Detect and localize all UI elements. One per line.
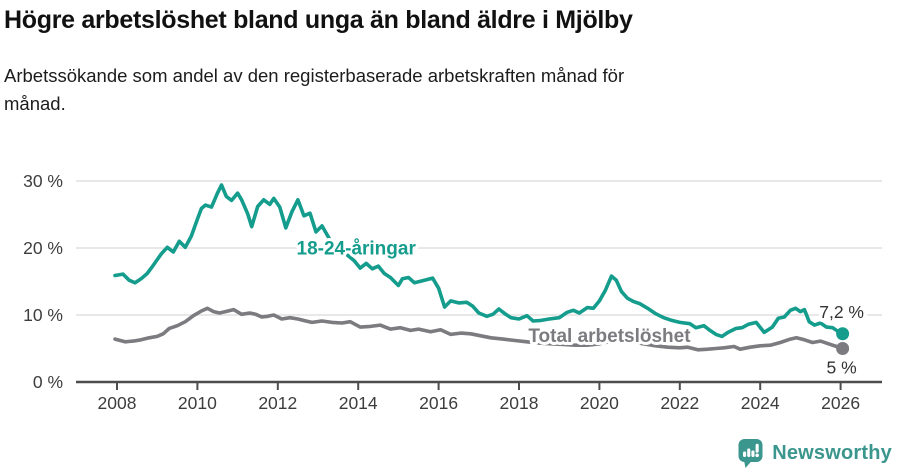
y-axis-label: 10 % [23,305,63,325]
x-axis-label: 2010 [178,393,217,413]
x-axis-label: 2024 [741,393,780,413]
x-axis-label: 2018 [500,393,539,413]
subtitle-line-2: månad. [4,93,66,114]
series-label-total: Total arbetslöshet [528,326,691,347]
unemployment-chart: 0 % 10 % 20 % 30 % 2008 2010 2012 2014 2016 2018 2… [23,171,882,413]
newsworthy-logo[interactable]: Newsworthy [737,438,892,469]
x-axis-label: 2008 [98,393,137,413]
series-line-total [113,306,845,352]
series-line-youth [113,183,845,339]
y-axis-label: 30 % [23,171,63,191]
y-axis-label: 0 % [33,372,63,392]
chart-area: 0 % 10 % 20 % 30 % 2008 2010 2012 2014 2016 2018 2… [0,150,900,434]
end-value-label-total: 5 % [827,358,857,378]
x-axis-label: 2014 [339,393,378,413]
subtitle-line-1: Arbetssökande som andel av den registerb… [4,65,625,86]
newsworthy-brand: Newsworthy [772,442,892,464]
series-label-youth: 18-24-åringar [297,238,417,259]
series-endpoint-dot [836,327,850,341]
end-value-label-youth: 7,2 % [819,302,864,322]
x-axis-label: 2026 [821,393,860,413]
x-axis-label: 2020 [580,393,619,413]
x-axis-label: 2016 [419,393,458,413]
page-title: Högre arbetslöshet bland unga än bland ä… [4,6,633,34]
page-subtitle: Arbetssökande som andel av den registerb… [4,62,624,118]
y-axis-label: 20 % [23,238,63,258]
newsworthy-logo-icon [738,439,763,468]
x-axis-label: 2022 [660,393,699,413]
x-axis-label: 2012 [258,393,297,413]
series-endpoint-dot [836,342,850,355]
